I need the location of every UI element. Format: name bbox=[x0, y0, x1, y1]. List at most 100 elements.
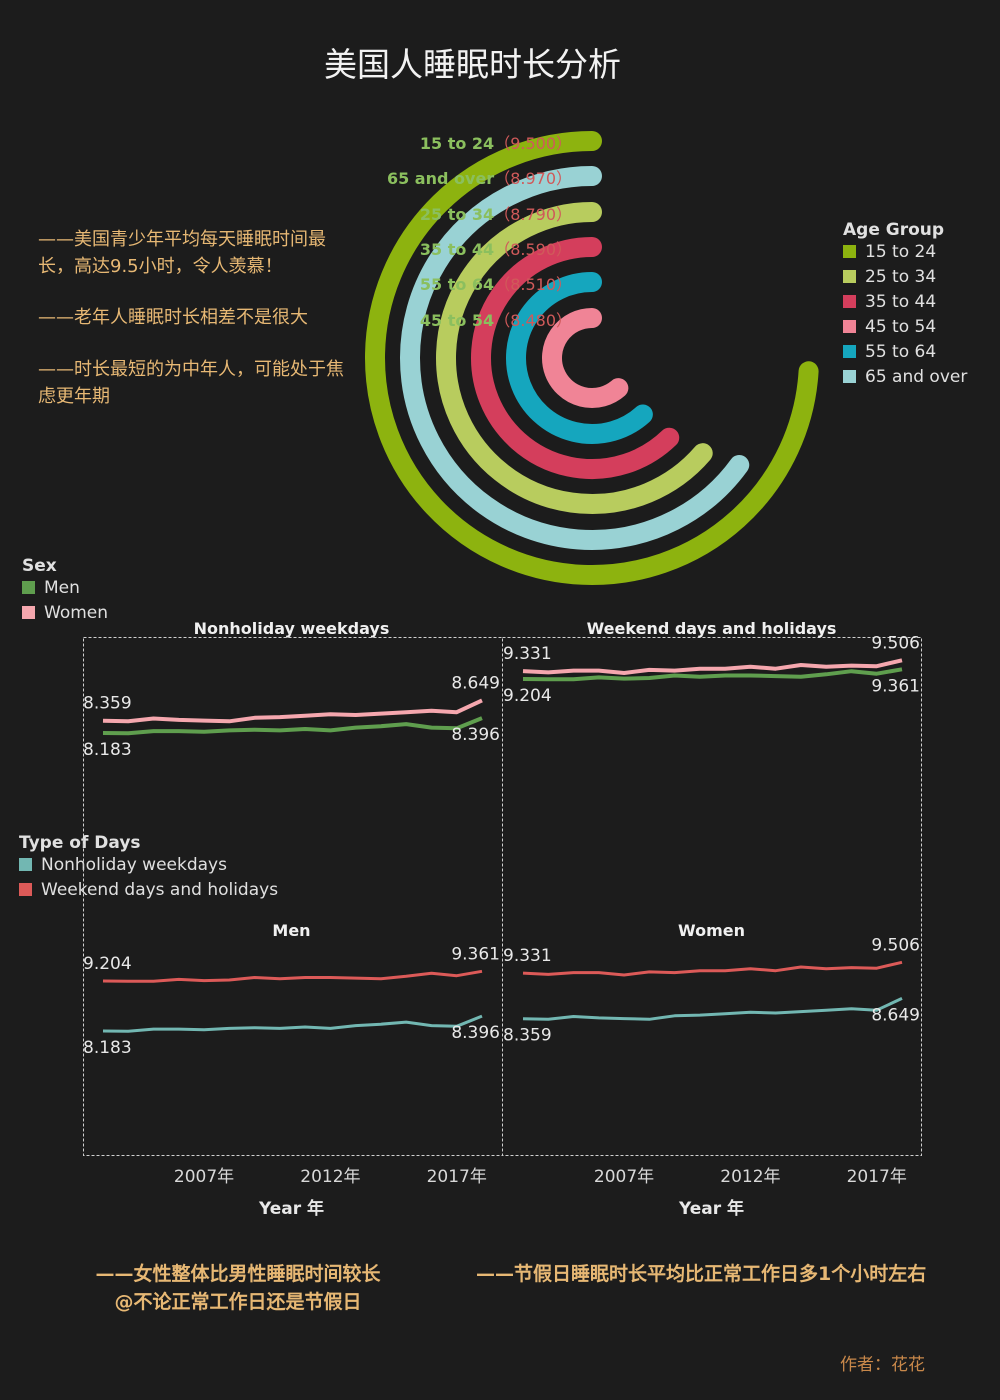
series-end-label: 9.506 bbox=[871, 633, 920, 653]
radial-bar-55-to-64 bbox=[506, 272, 653, 444]
legend-label: 45 to 54 bbox=[865, 317, 937, 337]
line-charts: Nonholiday weekdays 8.359 8.649 8.183 8.396 W… bbox=[83, 619, 922, 1219]
series-line-weekend-days-and-holidays bbox=[522, 960, 903, 977]
note-teen: ——美国青少年平均每天睡眠时间最长，高达9.5小时，令人羡慕！ bbox=[38, 229, 326, 277]
radial-bar-35-to-44 bbox=[471, 237, 680, 479]
panel-title: Women bbox=[678, 921, 745, 940]
x-tick-label: 2012年 bbox=[720, 1167, 780, 1187]
series-end-label: 9.361 bbox=[871, 676, 920, 696]
x-tick-label: 2007年 bbox=[594, 1167, 654, 1187]
series-line-weekend-days-and-holidays bbox=[102, 969, 483, 983]
age-legend-item[interactable]: 35 to 44 bbox=[843, 290, 967, 315]
x-axis-label: Year 年 bbox=[258, 1198, 324, 1219]
age-legend-item[interactable]: 15 to 24 bbox=[843, 240, 967, 265]
radial-label-value: （8.790） bbox=[494, 205, 572, 224]
series-end-label: 9.361 bbox=[451, 944, 500, 964]
series-end-label: 8.396 bbox=[451, 1023, 500, 1043]
radial-label: 65 and over（8.970） bbox=[332, 165, 572, 189]
radial-label-name: 65 and over bbox=[386, 169, 495, 188]
series-start-label: 8.359 bbox=[503, 1026, 552, 1046]
radial-label: 55 to 64（8.510） bbox=[332, 271, 572, 295]
radial-label-value: （8.590） bbox=[494, 240, 572, 259]
legend-label: Men bbox=[44, 578, 80, 598]
sex-legend-item[interactable]: Men bbox=[22, 576, 108, 601]
series-end-label: 9.506 bbox=[871, 935, 920, 955]
radial-label-name: 55 to 64 bbox=[419, 275, 495, 294]
legend-swatch bbox=[843, 320, 856, 333]
bottom-note-right: ——节假日睡眠时长平均比正常工作日多1个小时左右 bbox=[476, 1263, 927, 1285]
panel-title: Nonholiday weekdays bbox=[194, 619, 390, 638]
x-tick-label: 2007年 bbox=[174, 1167, 234, 1187]
radial-bar-15-to-24 bbox=[365, 131, 819, 585]
legend-swatch bbox=[843, 370, 856, 383]
x-tick-label: 2017年 bbox=[427, 1167, 487, 1187]
series-start-label: 9.331 bbox=[503, 644, 552, 664]
series-end-label: 8.649 bbox=[451, 673, 500, 693]
sex-legend-item[interactable]: Women bbox=[22, 601, 108, 626]
legend-label: Weekend days and holidays bbox=[41, 880, 279, 900]
author-credit: 作者：花花 bbox=[840, 1355, 925, 1375]
radial-label-value: （8.480） bbox=[494, 311, 572, 330]
radial-bar-chart bbox=[365, 131, 819, 585]
age-group-legend: Age Group 15 to 24 25 to 34 35 to 44 45 to … bbox=[843, 220, 967, 390]
days-legend: Type of Days Nonholiday weekdays Weekend … bbox=[19, 833, 278, 903]
series-start-label: 9.204 bbox=[83, 954, 132, 974]
days-legend-item[interactable]: Weekend days and holidays bbox=[19, 878, 278, 903]
sex-legend: Sex Men Women bbox=[22, 556, 108, 626]
series-start-label: 9.331 bbox=[503, 946, 552, 966]
x-axis-label: Year 年 bbox=[678, 1198, 744, 1219]
legend-swatch bbox=[22, 581, 35, 594]
days-legend-item[interactable]: Nonholiday weekdays bbox=[19, 853, 278, 878]
legend-swatch bbox=[19, 858, 32, 871]
note-elderly: ——老年人睡眠时长相差不是很大 bbox=[38, 307, 308, 328]
legend-swatch bbox=[843, 345, 856, 358]
x-tick-label: 2017年 bbox=[847, 1167, 907, 1187]
series-line-men bbox=[522, 667, 903, 682]
panel-frame-right bbox=[502, 637, 922, 1156]
legend-label: Women bbox=[44, 603, 109, 623]
radial-label: 25 to 34（8.790） bbox=[332, 201, 572, 225]
sex-legend-title: Sex bbox=[22, 556, 57, 576]
bottom-note-left-line2: @不论正常工作日还是节假日 bbox=[114, 1291, 362, 1313]
days-legend-title: Type of Days bbox=[19, 833, 141, 853]
legend-label: 65 and over bbox=[865, 367, 968, 387]
legend-label: Nonholiday weekdays bbox=[41, 855, 227, 875]
radial-label-name: 45 to 54 bbox=[419, 311, 495, 330]
radial-label-value: （9.500） bbox=[494, 134, 572, 153]
series-end-label: 8.649 bbox=[871, 1005, 920, 1025]
series-end-label: 8.396 bbox=[451, 725, 500, 745]
series-start-label: 8.183 bbox=[83, 1038, 132, 1058]
x-tick-label: 2012年 bbox=[300, 1167, 360, 1187]
legend-swatch bbox=[19, 883, 32, 896]
radial-bar-25-to-34 bbox=[436, 202, 713, 514]
bottom-note-left-line1: ——女性整体比男性睡眠时间较长 bbox=[95, 1263, 381, 1285]
legend-label: 35 to 44 bbox=[865, 292, 937, 312]
legend-label: 25 to 34 bbox=[865, 267, 937, 287]
age-legend-item[interactable]: 45 to 54 bbox=[843, 315, 967, 340]
series-line-women bbox=[522, 658, 903, 675]
radial-label-value: （8.510） bbox=[494, 275, 572, 294]
age-legend-item[interactable]: 55 to 64 bbox=[843, 340, 967, 365]
series-start-label: 8.183 bbox=[83, 740, 132, 760]
age-legend-item[interactable]: 65 and over bbox=[843, 365, 967, 390]
series-start-label: 8.359 bbox=[83, 694, 132, 714]
age-legend-title: Age Group bbox=[843, 220, 945, 240]
panel-title: Men bbox=[272, 921, 310, 940]
radial-label: 15 to 24（9.500） bbox=[332, 130, 572, 154]
legend-swatch bbox=[22, 606, 35, 619]
page-title: 美国人睡眠时长分析 bbox=[324, 45, 621, 84]
radial-label-name: 35 to 44 bbox=[419, 240, 495, 259]
radial-bar-65-and-over bbox=[400, 166, 750, 550]
legend-swatch bbox=[843, 245, 856, 258]
legend-label: 55 to 64 bbox=[865, 342, 937, 362]
bottom-note-left: ——女性整体比男性睡眠时间较长 @不论正常工作日还是节假日 bbox=[78, 1260, 398, 1316]
series-line-women bbox=[102, 698, 483, 724]
series-start-label: 9.204 bbox=[503, 686, 552, 706]
radial-label-name: 15 to 24 bbox=[419, 134, 495, 153]
panel-title: Weekend days and holidays bbox=[587, 619, 837, 638]
age-legend-item[interactable]: 25 to 34 bbox=[843, 265, 967, 290]
radial-label-name: 25 to 34 bbox=[419, 205, 495, 224]
legend-swatch bbox=[843, 295, 856, 308]
radial-bar-45-to-54 bbox=[542, 308, 629, 408]
series-line-nonholiday-weekdays bbox=[522, 997, 903, 1021]
